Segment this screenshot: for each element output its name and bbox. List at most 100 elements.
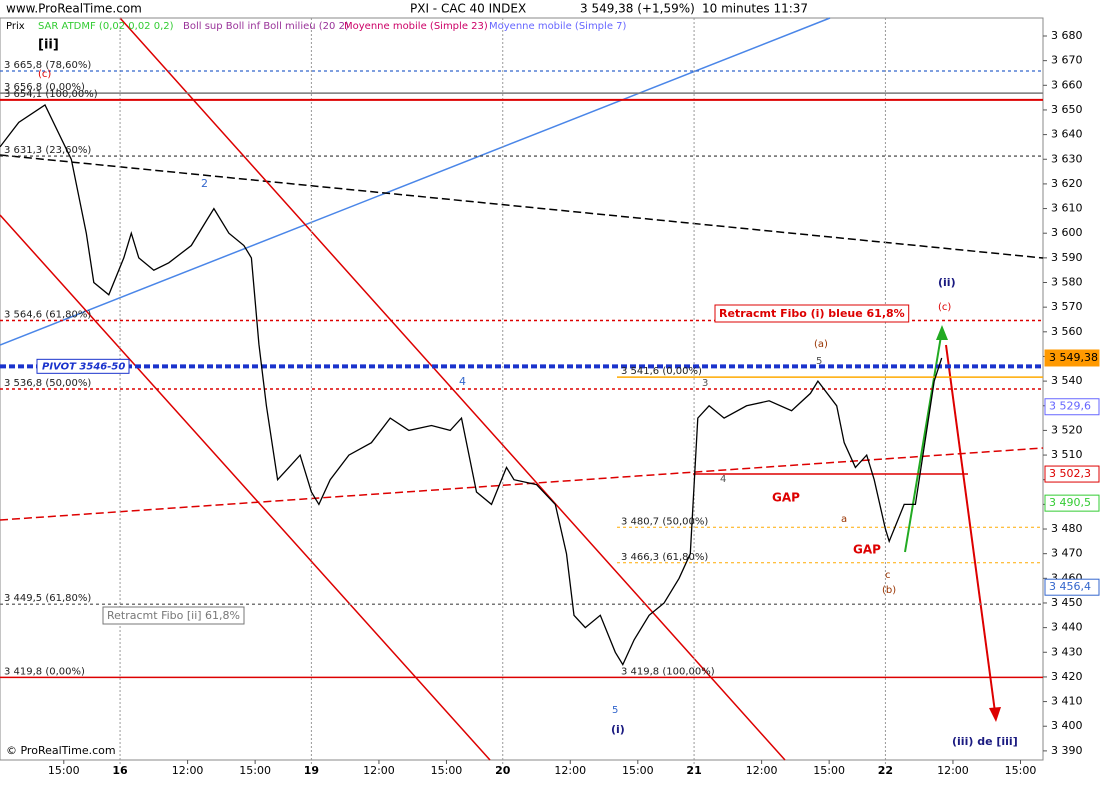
annotation: (i) — [611, 723, 625, 736]
price-tag-label: 3 549,38 — [1049, 351, 1098, 364]
annotation: 5 — [816, 356, 822, 367]
level-label: 3 419,8 (0,00%) — [4, 666, 85, 677]
interval: 10 minutes 11:37 — [702, 2, 808, 16]
legend-entry: SAR ATDMF (0,02 0,02 0,2) — [38, 21, 174, 32]
y-tick-label: 3 570 — [1051, 300, 1083, 313]
price-tag-label: 3 456,4 — [1049, 580, 1091, 593]
price-tag — [1044, 398, 1100, 416]
price-tag-label: 3 529,6 — [1049, 400, 1091, 413]
x-tick-label: 15:00 — [431, 764, 463, 777]
level-label: 3 654,1 (100,00%) — [4, 89, 98, 100]
y-tick-label: 3 410 — [1051, 695, 1083, 708]
annotation: (b) — [882, 585, 896, 596]
trend-line — [0, 447, 1044, 521]
y-tick-label: 3 540 — [1051, 374, 1083, 387]
y-tick-label: 3 680 — [1051, 29, 1083, 42]
y-tick-label: 3 430 — [1051, 645, 1083, 658]
y-tick-label: 3 440 — [1051, 621, 1083, 634]
y-tick-label: 3 670 — [1051, 54, 1083, 67]
y-tick-label: 3 390 — [1051, 744, 1083, 757]
y-tick-label: 3 650 — [1051, 103, 1083, 116]
legend-entry: Boll sup Boll inf Boll milieu (20 2) — [183, 21, 349, 32]
y-tick-label: 3 480 — [1051, 522, 1083, 535]
x-tick-label: 12:00 — [746, 764, 778, 777]
y-tick-label: 3 510 — [1051, 448, 1083, 461]
y-tick-label: 3 520 — [1051, 423, 1083, 436]
x-tick-label: 12:00 — [554, 764, 586, 777]
level-label: 3 536,8 (50,00%) — [4, 378, 91, 389]
annotation: (iii) de [iii] — [952, 735, 1018, 748]
annotation: Retracmt Fibo (i) bleue 61,8% — [719, 307, 905, 320]
annotation-box — [714, 304, 910, 323]
x-tick-label: 15:00 — [813, 764, 845, 777]
annotation: 4 — [459, 375, 466, 388]
annotation: [ii] — [38, 38, 59, 53]
y-tick-label: 3 400 — [1051, 719, 1083, 732]
y-tick-label: 3 630 — [1051, 152, 1083, 165]
legend-entry: Moyenne mobile (Simple 23) — [344, 21, 488, 32]
x-tick-label: 12:00 — [363, 764, 395, 777]
x-tick-label: 15:00 — [1005, 764, 1037, 777]
price-tag-label: 3 502,3 — [1049, 467, 1091, 480]
x-tick-label: 12:00 — [172, 764, 204, 777]
annotation: 3 — [702, 378, 708, 389]
x-tick-label: 15:00 — [239, 764, 271, 777]
trend-line — [0, 17, 831, 346]
x-tick-label: 15:00 — [48, 764, 80, 777]
level-label: 3 449,5 (61,80%) — [4, 593, 91, 604]
price-tag — [1044, 578, 1100, 596]
x-tick-label: 19 — [304, 764, 319, 777]
annotation: 2 — [201, 177, 208, 190]
level-label: 3 541,6 (0,00%) — [621, 366, 702, 377]
y-tick-label: 3 620 — [1051, 177, 1083, 190]
y-tick-label: 3 580 — [1051, 276, 1083, 289]
annotation: (a) — [814, 339, 828, 350]
annotation: c — [885, 570, 891, 581]
price-tag — [1044, 494, 1100, 512]
annotation: 4 — [720, 474, 726, 485]
y-tick-label: 3 600 — [1051, 226, 1083, 239]
legend-entry: Moyenne mobile (Simple 7) — [489, 21, 627, 32]
annotation: GAP — [853, 543, 881, 557]
x-tick-label: 20 — [495, 764, 511, 777]
annotation: GAP — [772, 491, 800, 505]
y-tick-label: 3 640 — [1051, 128, 1083, 141]
price-tag-label: 3 490,5 — [1049, 496, 1091, 509]
y-tick-label: 3 590 — [1051, 251, 1083, 264]
x-tick-label: 16 — [112, 764, 128, 777]
copyright: © ProRealTime.com — [6, 744, 116, 757]
y-tick-label: 3 660 — [1051, 78, 1083, 91]
level-label: 3 631,3 (23,60%) — [4, 145, 91, 156]
level-label: 3 480,7 (50,00%) — [621, 516, 708, 527]
trend-line — [0, 154, 1044, 259]
legend-entry: Prix — [6, 21, 25, 32]
arrow — [945, 344, 996, 713]
site: www.ProRealTime.com — [6, 2, 142, 16]
x-tick-label: 12:00 — [937, 764, 969, 777]
y-tick-label: 3 610 — [1051, 202, 1083, 215]
arrow-head — [989, 707, 1001, 722]
annotation: Retracmt Fibo [ii] 61,8% — [107, 609, 240, 622]
x-tick-label: 15:00 — [622, 764, 654, 777]
price-tag — [1044, 465, 1100, 483]
x-tick-label: 21 — [686, 764, 701, 777]
annotation: 5 — [612, 705, 618, 716]
level-label: 3 466,3 (61,80%) — [621, 552, 708, 563]
annotation: (c) — [38, 69, 51, 80]
level-label: 3 656,8 (0,00%) — [4, 82, 85, 93]
pivot-box — [36, 358, 130, 374]
x-tick-label: 22 — [878, 764, 893, 777]
arrow-head — [936, 325, 948, 340]
annotation: a — [841, 514, 847, 525]
arrow — [904, 329, 943, 553]
annotation-box — [102, 606, 245, 625]
last-price: 3 549,38 (+1,59%) — [580, 2, 695, 16]
level-label: PIVOT 3546-50 — [42, 361, 125, 372]
annotation: (c) — [938, 302, 951, 313]
plot-area — [0, 17, 1044, 761]
level-label: 3 419,8 (100,00%) — [621, 666, 715, 677]
annotation: (ii) — [938, 276, 956, 289]
y-tick-label: 3 560 — [1051, 325, 1083, 338]
